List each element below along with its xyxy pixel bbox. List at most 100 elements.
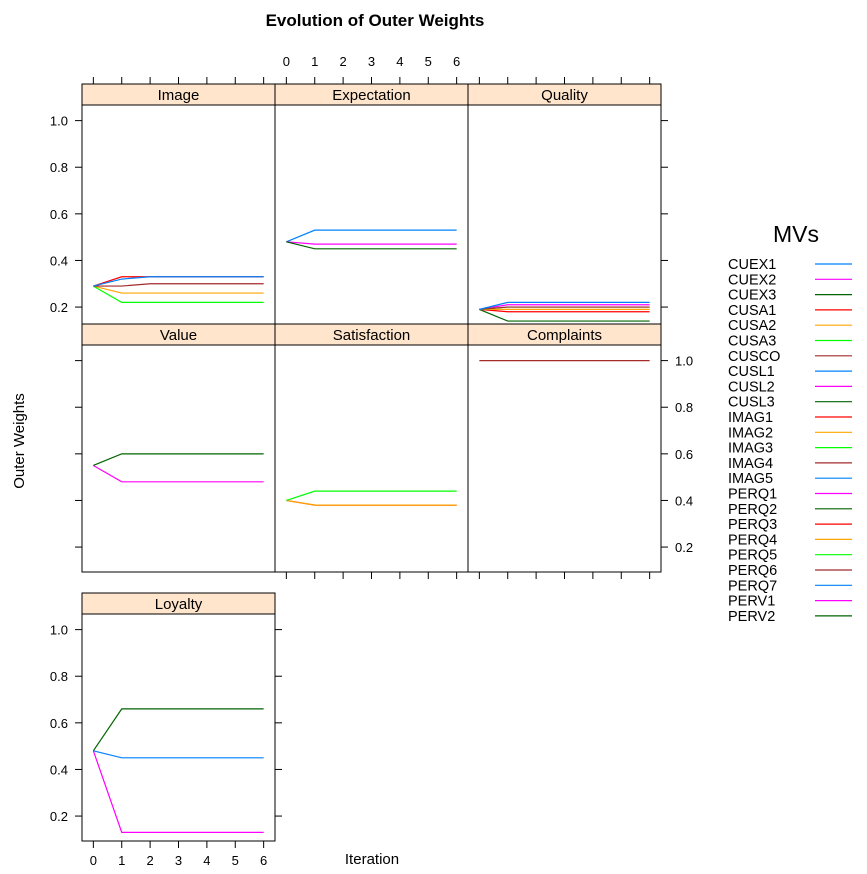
- legend-item: IMAG5: [728, 471, 852, 487]
- y-tick-label: 0.8: [50, 160, 68, 175]
- x-axis-label: Iteration: [345, 851, 399, 868]
- series-line-perq1: [479, 304, 650, 310]
- legend-item: CUEX2: [728, 272, 852, 288]
- y-tick-label-right: 1.0: [675, 354, 693, 369]
- panel-image: Image 0.2 0.4 0.6 0.8 1.0: [50, 77, 276, 333]
- legend-label: CUEX2: [728, 272, 776, 288]
- y-tick-label: 0.4: [50, 253, 68, 268]
- legend-item: CUSL2: [728, 379, 852, 395]
- legend-label: PERQ6: [728, 563, 777, 579]
- y-tick-label: 0.6: [50, 716, 68, 731]
- legend-label: PERQ5: [728, 548, 777, 564]
- legend-item: CUSL1: [728, 364, 852, 380]
- legend: MVs CUEX1CUEX2CUEX3CUSA1CUSA2CUSA3CUSCOC…: [728, 221, 852, 625]
- legend-label: PERQ2: [728, 502, 777, 518]
- legend-label: CUSL2: [728, 379, 775, 395]
- panel-frame: [274, 344, 469, 573]
- legend-item: CUSCO: [728, 349, 852, 365]
- legend-label: PERQ3: [728, 517, 777, 533]
- legend-item: PERQ2: [728, 502, 852, 518]
- y-tick-label: 1.0: [50, 623, 68, 638]
- legend-item: PERQ4: [728, 532, 852, 548]
- legend-item: IMAG2: [728, 425, 852, 441]
- y-tick-label-right: 0.8: [675, 400, 693, 415]
- legend-label: IMAG5: [728, 471, 773, 487]
- series-line-cuex1: [286, 229, 457, 243]
- y-tick-label: 1.0: [50, 114, 68, 129]
- legend-item: CUSA1: [728, 303, 852, 319]
- series-line-imag1: [93, 276, 264, 287]
- panel-strip-label: Value: [160, 327, 197, 344]
- panel-expectation: Expectation 0 1 2 3 4 5 6: [274, 54, 469, 333]
- y-tick-label-right: 0.6: [675, 447, 693, 462]
- x-tick-label: 5: [232, 853, 239, 868]
- x-tick-label-top: 0: [283, 54, 290, 69]
- panel-frame: [467, 344, 662, 573]
- x-tick-label: 3: [175, 853, 182, 868]
- series-line-cuex3: [286, 241, 457, 250]
- series-line-cuex2: [286, 241, 457, 245]
- legend-item: PERQ7: [728, 578, 852, 594]
- y-tick-label: 0.8: [50, 669, 68, 684]
- x-tick-label: 0: [90, 853, 97, 868]
- legend-label: CUSA3: [728, 334, 776, 350]
- legend-label: IMAG1: [728, 410, 773, 426]
- y-tick-label: 0.2: [50, 809, 68, 824]
- series-line-perv2: [93, 453, 264, 467]
- legend-label: PERQ4: [728, 532, 777, 548]
- legend-label: CUSL1: [728, 364, 775, 380]
- panel-strip-label: Loyalty: [155, 596, 203, 613]
- panel-frame: [81, 613, 276, 842]
- legend-label: CUSA1: [728, 303, 776, 319]
- legend-label: PERQ7: [728, 578, 777, 594]
- series-line-cusl2: [92, 750, 264, 833]
- series-line-perq2: [479, 308, 650, 322]
- x-tick-label-top: 5: [425, 54, 432, 69]
- panel-complaints: Complaints 0.2 0.4 0.6 0.8 1.0: [467, 323, 693, 579]
- series-line-perq3: [479, 308, 650, 313]
- series-line-cusl1: [93, 750, 264, 759]
- x-tick-label-top: 4: [396, 54, 403, 69]
- legend-label: IMAG2: [728, 425, 773, 441]
- y-axis-label: Outer Weights: [11, 393, 28, 489]
- panel-quality: Quality: [467, 77, 668, 333]
- series-line-imag3: [93, 285, 264, 304]
- legend-item: CUSA3: [728, 334, 852, 350]
- legend-label: IMAG4: [728, 456, 773, 472]
- x-tick-label-top: 2: [340, 54, 347, 69]
- legend-item: IMAG3: [728, 441, 852, 457]
- panel-strip-label: Complaints: [527, 327, 602, 344]
- x-tick-label-top: 3: [368, 54, 375, 69]
- series-line-perv1: [93, 464, 264, 483]
- legend-items: CUEX1CUEX2CUEX3CUSA1CUSA2CUSA3CUSCOCUSL1…: [728, 257, 852, 625]
- legend-label: CUEX3: [728, 288, 776, 304]
- panel-frame: [81, 104, 276, 333]
- legend-label: CUSL3: [728, 395, 775, 411]
- legend-label: PERV2: [728, 609, 775, 625]
- panel-frame: [467, 104, 662, 333]
- legend-item: CUSL3: [728, 395, 852, 411]
- series-line-perq7: [479, 301, 650, 310]
- legend-item: CUEX1: [728, 257, 852, 273]
- legend-item: CUEX3: [728, 288, 852, 304]
- legend-item: PERV2: [728, 609, 852, 625]
- series-line-cusa2: [286, 499, 457, 506]
- panel-frame: [274, 104, 469, 333]
- legend-item: CUSA2: [728, 318, 852, 334]
- y-tick-label: 0.6: [50, 207, 68, 222]
- panel-strip-label: Quality: [541, 87, 588, 104]
- x-tick-label: 4: [203, 853, 210, 868]
- panel-strip-label: Expectation: [332, 87, 410, 104]
- y-tick-label-right: 0.4: [675, 493, 693, 508]
- legend-item: PERQ3: [728, 517, 852, 533]
- x-tick-label-top: 1: [311, 54, 318, 69]
- panel-loyalty: Loyalty 0 1 2 3 4 5 6 0.2 0.4 0.6 0.8 1.0: [50, 592, 282, 868]
- series-line-imag2: [93, 285, 264, 294]
- legend-label: CUEX1: [728, 257, 776, 273]
- y-tick-label: 0.2: [50, 300, 68, 315]
- panel-strip-label: Satisfaction: [333, 327, 411, 344]
- series-line-perq6: [479, 306, 650, 310]
- legend-item: IMAG4: [728, 456, 852, 472]
- legend-title: MVs: [773, 221, 819, 247]
